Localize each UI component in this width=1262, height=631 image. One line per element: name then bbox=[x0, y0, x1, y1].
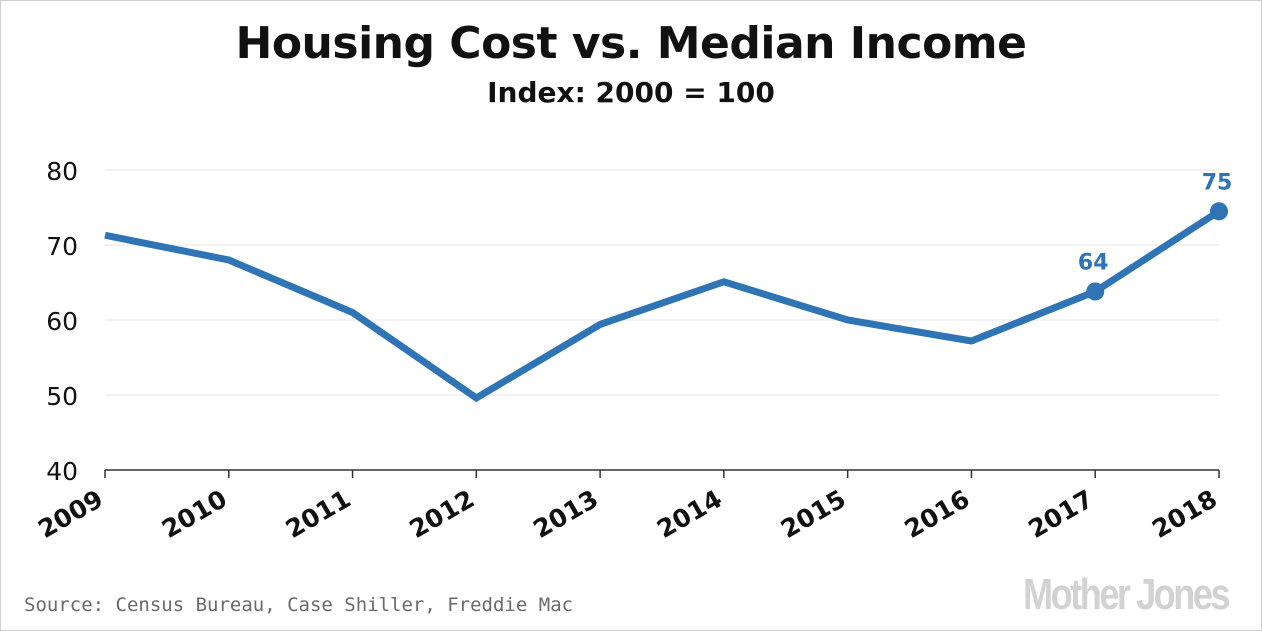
x-tick-label: 2016 bbox=[900, 484, 975, 544]
data-point-marker bbox=[1210, 202, 1228, 221]
y-tick-label: 70 bbox=[46, 232, 78, 261]
x-tick-label: 2012 bbox=[405, 484, 480, 544]
x-tick-label: 2015 bbox=[776, 484, 851, 544]
x-tick-label: 2009 bbox=[33, 484, 108, 544]
x-tick-label: 2014 bbox=[652, 484, 727, 544]
x-tick-label: 2017 bbox=[1023, 484, 1098, 544]
x-tick-label: 2013 bbox=[528, 484, 603, 544]
y-tick-label: 60 bbox=[46, 307, 78, 336]
chart-title: Housing Cost vs. Median Income bbox=[235, 18, 1028, 69]
chart-subtitle: Index: 2000 = 100 bbox=[487, 76, 775, 109]
data-label: 64 bbox=[1078, 251, 1109, 276]
series-line bbox=[104, 208, 1221, 403]
brand-logo: Mother Jones bbox=[1022, 570, 1230, 619]
data-point-marker bbox=[1086, 282, 1105, 301]
y-tick-label: 50 bbox=[46, 382, 78, 411]
y-tick-label: 40 bbox=[46, 457, 78, 486]
x-tick-label: 2010 bbox=[157, 484, 232, 544]
y-tick-label: 80 bbox=[46, 157, 78, 186]
source-note: Source: Census Bureau, Case Shiller, Fre… bbox=[24, 594, 574, 616]
x-tick-label: 2011 bbox=[281, 484, 356, 544]
data-label: 75 bbox=[1202, 170, 1233, 195]
x-tick-label: 2018 bbox=[1147, 484, 1222, 544]
